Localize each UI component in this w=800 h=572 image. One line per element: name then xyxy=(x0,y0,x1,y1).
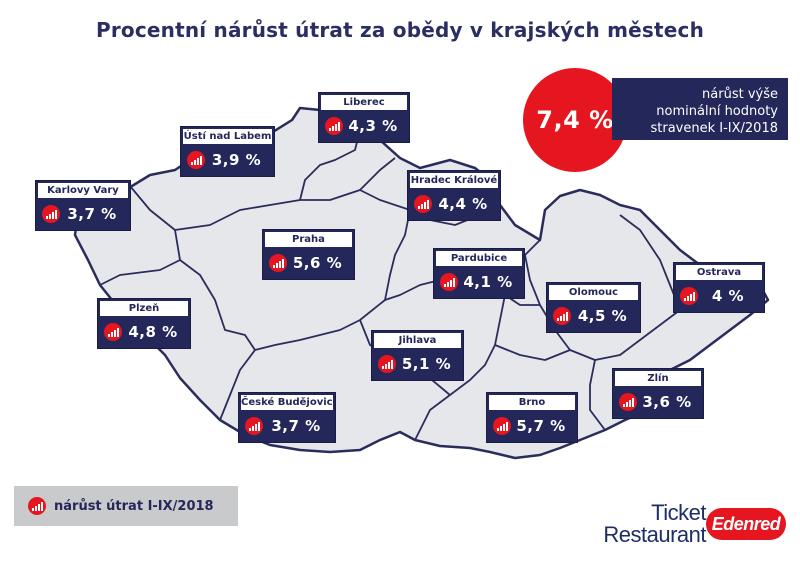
city-name: Ústí nad Labem xyxy=(183,129,272,144)
city-value: 3,9 % xyxy=(211,151,262,169)
city-name: České Budějovice xyxy=(241,395,333,410)
growth-chart-icon xyxy=(325,117,343,135)
city-card-olomouc: Olomouc 4,5 % xyxy=(546,282,641,333)
growth-chart-icon xyxy=(42,205,60,223)
logo-text-ticket: Ticket xyxy=(651,500,706,525)
headline-line-2: nominální hodnoty xyxy=(656,104,778,119)
headline-value-badge: 7,4 % xyxy=(523,68,627,172)
city-name: Jihlava xyxy=(374,333,461,348)
ticket-restaurant-logo: Ticket Restaurant Edenred xyxy=(592,500,792,560)
city-name: Praha xyxy=(265,232,352,247)
growth-chart-icon xyxy=(245,417,263,435)
growth-chart-icon xyxy=(680,287,698,305)
city-card-pardubice: Pardubice 4,1 % xyxy=(433,248,525,299)
city-value: 4,3 % xyxy=(348,117,398,135)
city-name: Plzeň xyxy=(100,301,188,316)
city-name: Brno xyxy=(489,395,575,410)
headline-line-1: nárůst výše xyxy=(702,87,778,102)
growth-chart-icon xyxy=(493,417,511,435)
growth-chart-icon xyxy=(414,195,432,213)
city-card-jihlava: Jihlava 5,1 % xyxy=(371,330,464,381)
city-name: Zlín xyxy=(615,371,701,386)
city-value: 3,7 % xyxy=(271,417,321,435)
city-name: Olomouc xyxy=(549,285,638,300)
city-value: 5,6 % xyxy=(292,254,343,272)
growth-chart-icon xyxy=(378,355,396,373)
city-name: Liberec xyxy=(321,95,407,110)
city-value: 4,5 % xyxy=(577,307,628,325)
city-value: 3,6 % xyxy=(642,393,692,411)
legend: nárůst útrat I-IX/2018 xyxy=(14,486,238,526)
city-card-hradec-kralove: Hradec Králové 4,4 % xyxy=(407,170,501,221)
city-value: 3,7 % xyxy=(67,205,117,223)
city-value: 4,1 % xyxy=(463,273,513,291)
headline-description: nárůst výše nominální hodnoty stravenek … xyxy=(612,78,788,140)
legend-label: nárůst útrat I-IX/2018 xyxy=(54,498,214,514)
city-name: Pardubice xyxy=(436,251,522,266)
city-card-brno: Brno 5,7 % xyxy=(486,392,578,443)
headline-line-3: stravenek I-IX/2018 xyxy=(650,121,779,136)
city-name: Ostrava xyxy=(676,265,762,280)
city-card-karlovy-vary: Karlovy Vary 3,7 % xyxy=(35,180,131,231)
city-value: 4,8 % xyxy=(128,323,178,341)
page-title: Procentní nárůst útrat za obědy v krajsk… xyxy=(95,18,705,42)
growth-chart-icon xyxy=(28,497,46,515)
city-value: 5,7 % xyxy=(516,417,566,435)
growth-chart-icon xyxy=(440,273,458,291)
city-card-praha: Praha 5,6 % xyxy=(262,229,355,280)
growth-chart-icon xyxy=(619,393,637,411)
growth-chart-icon xyxy=(187,151,205,169)
city-card-zlin: Zlín 3,6 % xyxy=(612,368,704,419)
city-card-ostrava: Ostrava 4 % xyxy=(673,262,765,313)
city-value: 4,4 % xyxy=(438,195,488,213)
edenred-logo: Edenred xyxy=(706,508,786,540)
city-value: 4 % xyxy=(711,287,745,305)
logo-text-restaurant: Restaurant xyxy=(603,522,706,547)
growth-chart-icon xyxy=(553,307,571,325)
city-name: Hradec Králové xyxy=(410,173,498,188)
city-card-plzen: Plzeň 4,8 % xyxy=(97,298,191,349)
city-card-ceske-budejovice: České Budějovice 3,7 % xyxy=(238,392,336,443)
growth-chart-icon xyxy=(104,323,122,341)
city-name: Karlovy Vary xyxy=(38,183,128,198)
city-value: 5,1 % xyxy=(401,355,452,373)
city-card-liberec: Liberec 4,3 % xyxy=(318,92,410,143)
city-card-usti: Ústí nad Labem 3,9 % xyxy=(180,126,275,177)
growth-chart-icon xyxy=(269,254,287,272)
